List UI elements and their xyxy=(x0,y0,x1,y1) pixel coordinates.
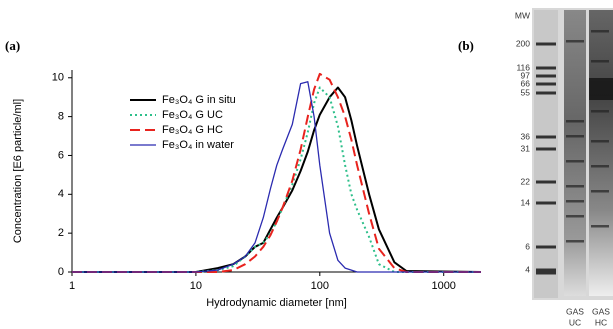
gel-band xyxy=(591,165,609,168)
legend-label: Fe₃O₄ G UC xyxy=(162,109,223,121)
series-line xyxy=(72,74,481,272)
gel-band xyxy=(536,83,556,86)
y-tick-label: 8 xyxy=(58,111,64,123)
x-tick-label: 1 xyxy=(69,280,75,292)
gel-band xyxy=(536,67,556,70)
y-tick-label: 6 xyxy=(58,149,64,161)
y-tick-label: 0 xyxy=(58,266,64,278)
lane-label: GAS xyxy=(566,306,584,316)
gel-band xyxy=(536,136,556,139)
marker-label: 22 xyxy=(521,176,531,186)
panel-label: (b) xyxy=(458,38,474,53)
series-line xyxy=(72,88,481,273)
gel-band xyxy=(536,269,556,275)
marker-label: 36 xyxy=(521,131,531,141)
marker-label: MW xyxy=(515,10,530,20)
gel-band xyxy=(536,43,556,46)
x-axis-label: Hydrodynamic diameter [nm] xyxy=(206,297,347,309)
marker-label: 4 xyxy=(525,264,530,274)
gel-band xyxy=(566,160,584,163)
marker-label: 14 xyxy=(521,197,531,207)
gel-lane xyxy=(564,10,586,296)
gel-band xyxy=(536,92,556,95)
series-line xyxy=(72,82,481,272)
y-tick-label: 2 xyxy=(58,227,64,239)
marker-label: 55 xyxy=(521,87,531,97)
gel-band xyxy=(536,246,556,249)
legend-label: Fe₃O₄ G HC xyxy=(162,124,223,136)
gel-band xyxy=(591,30,609,33)
figure: (a) (b) MW2001169766553631221464GASUCGAS… xyxy=(0,0,613,329)
x-tick-label: 100 xyxy=(311,280,329,292)
gel-band xyxy=(566,135,584,138)
legend-label: Fe₃O₄ in water xyxy=(162,139,234,151)
gel-band xyxy=(591,190,609,193)
series-line xyxy=(72,88,481,273)
x-tick-label: 10 xyxy=(190,280,202,292)
gel-band xyxy=(566,215,584,218)
gel-band xyxy=(566,120,584,123)
gel-band xyxy=(589,78,613,100)
lane-label: UC xyxy=(569,317,581,327)
legend-label: Fe₃O₄ G in situ xyxy=(162,94,236,106)
gel-band xyxy=(566,40,584,43)
marker-label: 31 xyxy=(521,143,531,153)
y-tick-label: 4 xyxy=(58,188,64,200)
lane-label: GAS xyxy=(592,306,610,316)
y-tick-label: 10 xyxy=(52,72,64,84)
gel-band xyxy=(566,200,584,203)
gel-band xyxy=(591,110,609,113)
x-tick-label: 1000 xyxy=(431,280,455,292)
gel-lane xyxy=(534,10,558,298)
gel-band xyxy=(566,185,584,188)
gel-band xyxy=(591,60,609,63)
gel-band xyxy=(591,225,609,228)
gel-band xyxy=(536,148,556,151)
panel-label: (a) xyxy=(5,38,20,53)
marker-label: 6 xyxy=(525,241,530,251)
chart: (a) (b) MW2001169766553631221464GASUCGAS… xyxy=(0,0,613,329)
gel-lane xyxy=(589,10,613,296)
gel-band xyxy=(591,140,609,143)
y-axis-label: Concentration [E6 particle/ml] xyxy=(12,99,24,243)
gel-band xyxy=(536,181,556,184)
gel-band xyxy=(536,75,556,78)
marker-label: 200 xyxy=(516,38,530,48)
gel-band xyxy=(536,202,556,205)
gel-band xyxy=(566,240,584,243)
lane-label: HC xyxy=(595,317,607,327)
